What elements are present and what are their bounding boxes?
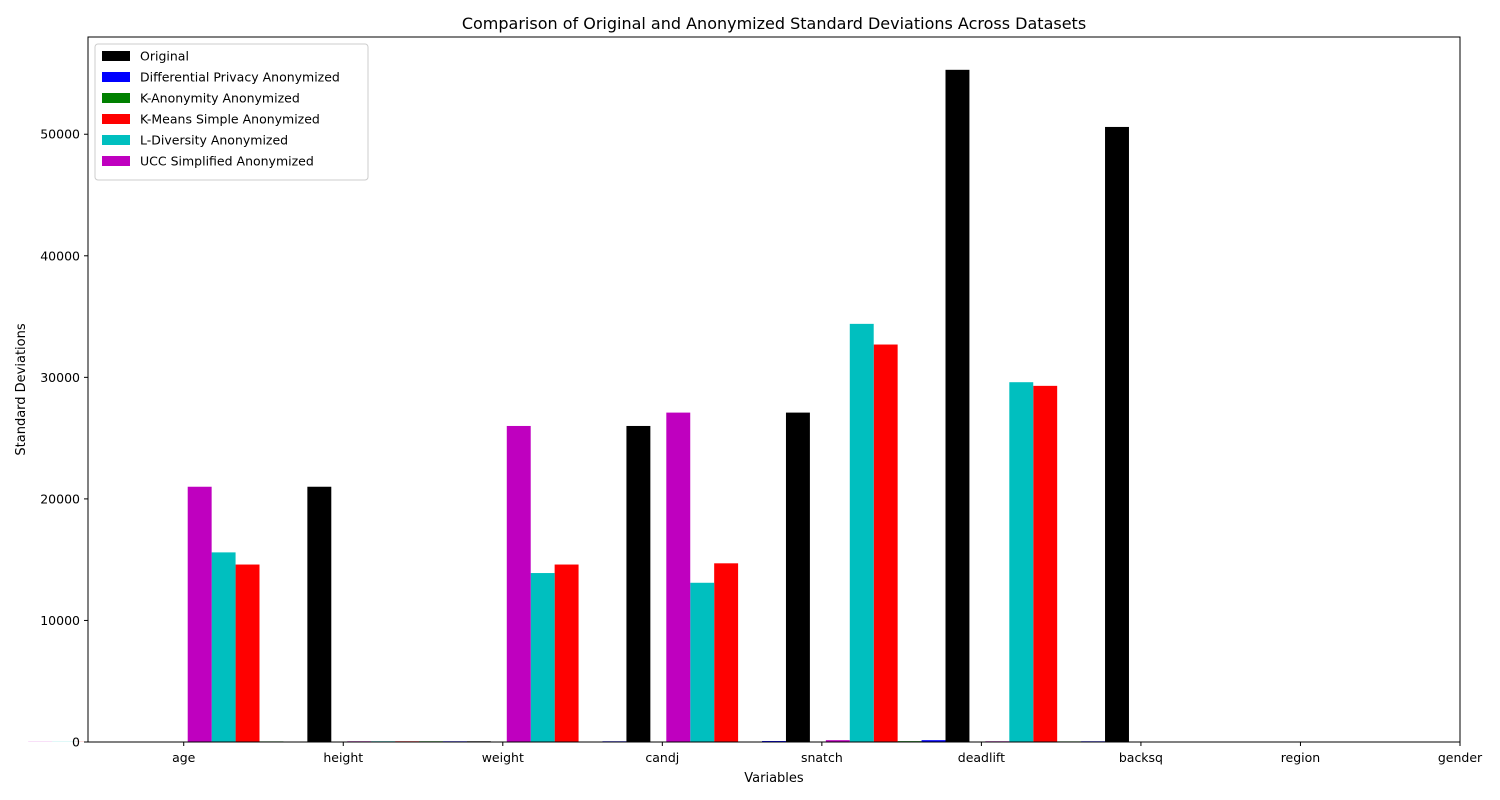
x-axis-label: Variables xyxy=(744,771,804,786)
legend-label-k-means-simple-anonymized: K-Means Simple Anonymized xyxy=(140,112,320,127)
bar-l-diversity-anonymized-candj xyxy=(530,573,555,742)
bar-differential-privacy-anonymized-deadlift xyxy=(921,740,946,742)
y-tick-label: 30000 xyxy=(40,370,80,385)
y-axis: 0 10000 20000 30000 40000 50000 xyxy=(40,127,88,750)
legend-swatch-differential-privacy-anonymized xyxy=(102,72,130,82)
bar-l-diversity-anonymized-height xyxy=(211,552,236,742)
legend-label-l-diversity-anonymized: L-Diversity Anonymized xyxy=(140,133,288,148)
x-tick-label-backsq: backsq xyxy=(1119,750,1163,765)
legend-swatch-ucc-simplified-anonymized xyxy=(102,156,130,166)
bar-ucc-simplified-anonymized-candj xyxy=(506,425,531,742)
bar-original-backsq xyxy=(1105,126,1129,743)
bar-ucc-simplified-anonymized-deadlift xyxy=(825,740,850,742)
x-axis: age height weight candj snatch deadlift backsq… xyxy=(172,742,1483,765)
bar-l-diversity-anonymized-backsq xyxy=(1009,382,1034,742)
legend-label-k-anonymity-anonymized: K-Anonymity Anonymized xyxy=(140,91,300,106)
y-tick-label: 10000 xyxy=(40,613,80,628)
bar-ucc-simplified-anonymized-height xyxy=(187,486,212,742)
bar-k-means-simple-anonymized-backsq xyxy=(1033,385,1058,742)
y-tick-label: 40000 xyxy=(40,248,80,263)
bar-original-snatch xyxy=(785,412,810,742)
legend-swatch-l-diversity-anonymized xyxy=(102,135,130,145)
x-tick-label-candj: candj xyxy=(645,750,679,765)
bars-layer xyxy=(28,69,1449,743)
legend-swatch-original xyxy=(102,51,130,61)
plot-frame xyxy=(87,36,1461,743)
chart-title: Comparison of Original and Anonymized St… xyxy=(462,14,1086,33)
bar-original-deadlift xyxy=(945,69,970,742)
x-tick-label-height: height xyxy=(323,750,363,765)
y-tick-label: 0 xyxy=(72,735,80,750)
legend-swatch-k-anonymity-anonymized xyxy=(102,93,130,103)
x-tick-label-gender: gender xyxy=(1438,750,1483,765)
bar-k-means-simple-anonymized-deadlift xyxy=(873,344,898,742)
bar-original-candj xyxy=(626,425,651,742)
legend-label-ucc-simplified-anonymized: UCC Simplified Anonymized xyxy=(140,154,314,169)
legend-label-original: Original xyxy=(140,49,189,64)
bar-k-means-simple-anonymized-snatch xyxy=(714,563,739,742)
bar-ucc-simplified-anonymized-snatch xyxy=(666,412,691,742)
legend-label-differential-privacy-anonymized: Differential Privacy Anonymized xyxy=(140,70,340,85)
legend-box xyxy=(94,43,369,181)
y-tick-label: 50000 xyxy=(40,127,80,142)
y-tick-label: 20000 xyxy=(40,491,80,506)
x-tick-label-deadlift: deadlift xyxy=(958,750,1005,765)
bar-k-means-simple-anonymized-height xyxy=(235,564,260,742)
bar-l-diversity-anonymized-snatch xyxy=(690,582,715,742)
y-axis-label: Standard Deviations xyxy=(14,323,29,455)
bar-original-height xyxy=(307,486,332,742)
bar-k-means-simple-anonymized-candj xyxy=(554,564,579,742)
bar-l-diversity-anonymized-deadlift xyxy=(849,323,874,742)
x-tick-label-snatch: snatch xyxy=(801,750,843,765)
x-tick-label-weight: weight xyxy=(482,750,524,765)
legend: Original Differential Privacy Anonymized K… xyxy=(94,43,369,181)
legend-swatch-k-means-simple-anonymized xyxy=(102,114,130,124)
x-tick-label-region: region xyxy=(1281,750,1321,765)
x-tick-label-age: age xyxy=(172,750,196,765)
